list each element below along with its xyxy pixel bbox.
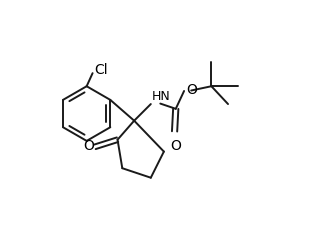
Text: O: O [170, 139, 181, 153]
Text: Cl: Cl [95, 63, 108, 77]
Text: O: O [186, 83, 197, 97]
Text: O: O [83, 139, 94, 153]
Text: HN: HN [152, 90, 171, 103]
